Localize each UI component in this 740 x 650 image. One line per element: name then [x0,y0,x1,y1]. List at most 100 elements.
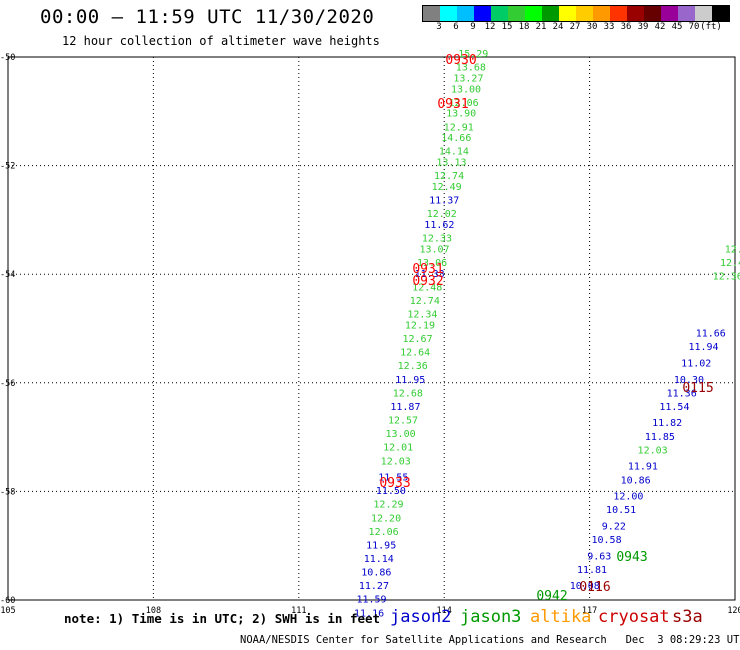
swh-value-label: 12.02 [427,209,457,220]
legend-item-jason3: jason3 [460,607,522,627]
color-scale-tick-label: 30 [586,22,598,32]
swh-value-label: 11.50 [376,486,406,497]
color-swatch [610,6,627,21]
color-scale-bar [422,5,730,22]
swh-value-label: 13.68 [456,63,486,74]
pass-time-tag: 0932 [412,274,443,289]
swh-value-label: 9.63 [587,551,611,562]
swh-value-label: 14.14 [439,147,469,158]
swh-value-label: 12.67 [402,334,432,345]
color-scale-tick-label: 18 [518,22,530,32]
latitude-label: -58 [0,487,15,497]
swh-value-label: 12.64 [400,348,430,359]
pass-time-tag: 0930 [445,53,476,68]
longitude-label: 120 [727,606,740,616]
swh-value-label: 11.66 [696,329,726,340]
latitude-label: -50 [0,53,15,63]
swh-value-label: 12.48 [412,282,442,293]
swh-value-label: 12.03 [638,445,668,456]
color-swatch [525,6,542,21]
swh-value-label: 12.57 [388,416,418,427]
swh-value-label: 11.62 [424,220,454,231]
swh-value-label: 12.49 [432,182,462,193]
swh-value-label: 12.00 [613,492,643,503]
color-swatch [457,6,474,21]
swh-value-label: 10.86 [621,475,651,486]
pass-time-tag: 0931 [437,97,468,112]
footer-note: note: 1) Time is in UTC; 2) SWH is in fe… [64,611,381,626]
color-scale-tick-label: 24 [552,22,564,32]
credit-line: NOAA/NESDIS Center for Satellite Applica… [240,634,740,646]
legend-item-jason2: jason2 [390,607,452,627]
color-scale-tick-label: 70 [688,22,700,32]
color-scale-tick-label: 39 [637,22,649,32]
swh-value-label: 11.36 [667,388,697,399]
swh-value-label: 11.94 [688,342,718,353]
longitude-label: 117 [582,606,597,616]
legend-item-altika: altika [530,607,592,627]
color-scale-tick-label: 12 [484,22,496,32]
color-swatch [627,6,644,21]
color-swatch [695,6,712,21]
swh-value-label: 11.16 [354,608,384,619]
longitude-label: 111 [291,606,306,616]
color-swatch [440,6,457,21]
swh-value-label: 10.08 [570,581,600,592]
pass-time-tag: 0115 [682,381,713,396]
color-swatch [508,6,525,21]
swh-value-label: 12.36 [713,272,740,283]
swh-value-label: 11.81 [577,565,607,576]
color-swatch [661,6,678,21]
latitude-label: -52 [0,162,15,172]
swh-value-label: 13.13 [436,158,466,169]
swh-value-label: 11.55 [378,473,408,484]
swh-value-label: 13.00 [386,429,416,440]
swh-value-label: 12.07 [725,244,740,255]
swh-value-label: 11.14 [364,554,394,565]
swh-value-label: 10.86 [361,568,391,579]
swh-value-label: 14.66 [441,133,471,144]
color-scale-tick-label: 33 [603,22,615,32]
swh-value-label: 12.74 [434,171,464,182]
swh-value-label: 12.06 [449,98,479,109]
color-swatch [593,6,610,21]
swh-value-label: 11.02 [681,359,711,370]
pass-time-tag: 0942 [536,589,567,604]
swh-value-label: 13.00 [451,84,481,95]
swh-value-label: 10.58 [592,535,622,546]
swh-value-label: 12.43 [720,258,740,269]
swh-value-label: 12.91 [444,122,474,133]
swh-value-label: 12.20 [371,513,401,524]
longitude-label: 105 [0,606,15,616]
latitude-label: -60 [0,596,15,606]
swh-value-label: 9.22 [602,521,626,532]
swh-value-label: 11.54 [659,402,689,413]
page-subtitle: 12 hour collection of altimeter wave hei… [62,34,380,48]
swh-value-label: 12.33 [422,234,452,245]
longitude-label: 108 [146,606,161,616]
swh-value-label: 11.33 [415,269,445,280]
swh-value-label: 11.59 [356,595,386,606]
swh-value-label: 11.87 [390,402,420,413]
swh-value-label: 15.29 [458,49,488,60]
swh-value-label: 11.37 [429,196,459,207]
legend-item-s3a: s3a [672,607,703,627]
color-scale-tick-label: 15 [501,22,513,32]
swh-value-label: 12.74 [410,296,440,307]
color-scale-tick-label: 3 [436,22,442,32]
color-swatch [542,6,559,21]
swh-value-label: 12.36 [398,361,428,372]
swh-value-label: 12.03 [381,456,411,467]
color-swatch [576,6,593,21]
swh-value-label: 11.85 [645,432,675,443]
color-swatch [712,6,729,21]
swh-value-label: 12.01 [383,443,413,454]
swh-value-label: 12.34 [407,310,437,321]
swh-value-label: 11.95 [395,375,425,386]
color-scale-tick-label: 27 [569,22,581,32]
map-frame [7,56,736,601]
color-swatch [474,6,491,21]
pass-time-tag: 0933 [379,476,410,491]
swh-value-label: 12.19 [405,321,435,332]
